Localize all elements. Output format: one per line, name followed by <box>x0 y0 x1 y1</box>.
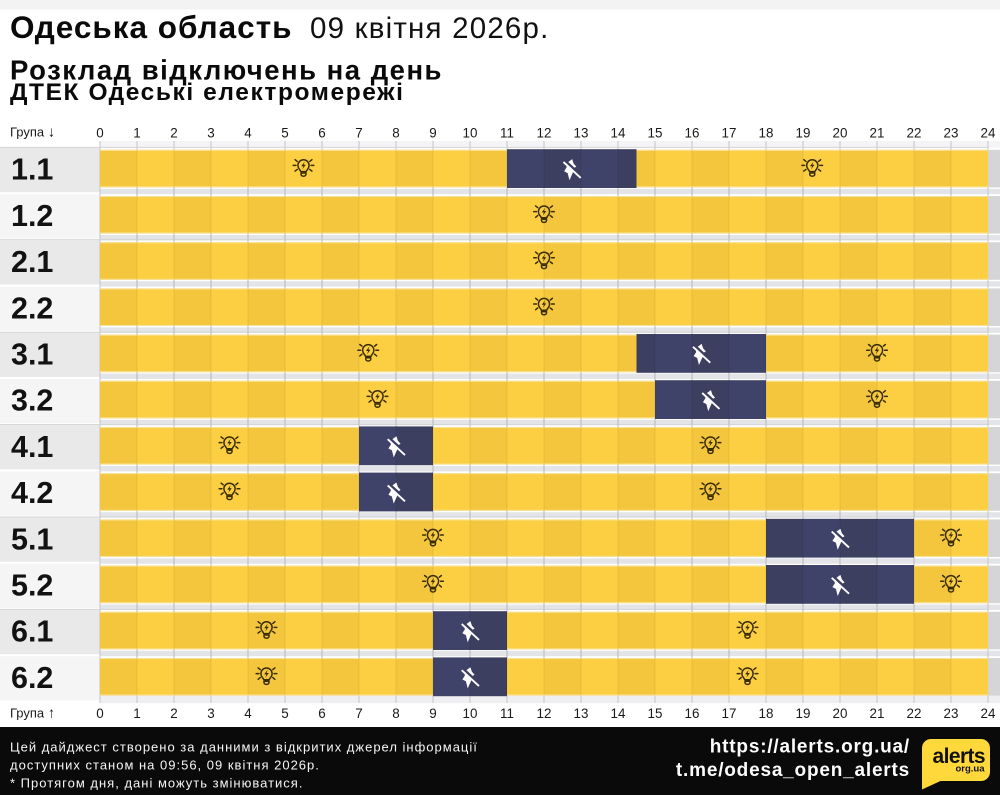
svg-text:4.1: 4.1 <box>11 430 53 464</box>
svg-text:12: 12 <box>537 706 552 721</box>
svg-text:3: 3 <box>207 706 214 721</box>
svg-text:2.2: 2.2 <box>11 291 53 325</box>
svg-text:4: 4 <box>244 706 252 721</box>
svg-text:23: 23 <box>944 706 959 721</box>
svg-text:Розклад відключень на день: Розклад відключень на день <box>10 55 443 86</box>
svg-text:0: 0 <box>96 706 103 721</box>
svg-text:1: 1 <box>133 706 140 721</box>
svg-text:org.ua: org.ua <box>955 764 985 775</box>
svg-text:11: 11 <box>500 126 514 141</box>
svg-text:16: 16 <box>685 706 700 721</box>
svg-text:2: 2 <box>170 706 177 721</box>
svg-text:8: 8 <box>392 126 399 141</box>
svg-text:3.2: 3.2 <box>11 384 53 418</box>
svg-text:17: 17 <box>722 126 737 141</box>
svg-text:13: 13 <box>574 126 589 141</box>
svg-text:6: 6 <box>318 706 325 721</box>
svg-text:13: 13 <box>574 706 589 721</box>
svg-text:Одеська область: Одеська область <box>10 9 293 45</box>
svg-text:8: 8 <box>392 706 399 721</box>
svg-text:09 квітня 2026р.: 09 квітня 2026р. <box>310 12 550 45</box>
svg-text:20: 20 <box>833 126 848 141</box>
svg-text:15: 15 <box>648 706 663 721</box>
svg-text:6: 6 <box>318 126 325 141</box>
svg-text:20: 20 <box>833 706 848 721</box>
svg-text:24: 24 <box>981 126 996 141</box>
svg-text:Група ↓: Група ↓ <box>10 125 55 141</box>
svg-text:18: 18 <box>759 706 774 721</box>
svg-text:5.1: 5.1 <box>11 522 53 556</box>
svg-text:10: 10 <box>463 126 478 141</box>
svg-text:21: 21 <box>870 706 885 721</box>
svg-text:1.2: 1.2 <box>11 199 53 233</box>
svg-text:2: 2 <box>170 126 177 141</box>
svg-text:7: 7 <box>355 126 362 141</box>
svg-text:14: 14 <box>611 706 626 721</box>
svg-text:t.me/odesa_open_alerts: t.me/odesa_open_alerts <box>676 760 910 781</box>
svg-text:ДТЕК Одеські електромережі: ДТЕК Одеські електромережі <box>10 79 405 106</box>
svg-text:5: 5 <box>281 126 288 141</box>
svg-text:2.1: 2.1 <box>11 245 53 279</box>
svg-text:6.1: 6.1 <box>11 615 53 649</box>
svg-text:1.1: 1.1 <box>11 153 53 187</box>
svg-text:15: 15 <box>648 126 663 141</box>
svg-text:22: 22 <box>907 126 922 141</box>
svg-text:10: 10 <box>463 706 478 721</box>
svg-text:14: 14 <box>611 126 626 141</box>
svg-text:3: 3 <box>207 126 214 141</box>
svg-text:9: 9 <box>429 126 436 141</box>
svg-text:Цей дайджест створено за данни: Цей дайджест створено за данними з відкр… <box>10 740 478 755</box>
svg-text:4.2: 4.2 <box>11 476 53 510</box>
svg-text:4: 4 <box>244 126 252 141</box>
svg-text:21: 21 <box>870 126 885 141</box>
svg-text:доступних станом на 09:56, 09: доступних станом на 09:56, 09 квітня 202… <box>10 758 320 773</box>
svg-text:17: 17 <box>722 706 737 721</box>
svg-text:6.2: 6.2 <box>11 661 53 695</box>
svg-text:22: 22 <box>907 706 922 721</box>
svg-text:16: 16 <box>685 126 700 141</box>
svg-text:5: 5 <box>281 706 288 721</box>
svg-text:https://alerts.org.ua/: https://alerts.org.ua/ <box>710 737 910 758</box>
svg-text:19: 19 <box>796 126 811 141</box>
svg-text:0: 0 <box>96 126 103 141</box>
svg-text:alerts: alerts <box>933 745 985 768</box>
svg-text:1: 1 <box>133 126 140 141</box>
svg-text:3.1: 3.1 <box>11 338 53 372</box>
svg-text:7: 7 <box>355 706 362 721</box>
svg-text:23: 23 <box>944 126 959 141</box>
svg-text:24: 24 <box>981 706 996 721</box>
svg-text:9: 9 <box>429 706 436 721</box>
svg-text:18: 18 <box>759 126 774 141</box>
svg-text:19: 19 <box>796 706 811 721</box>
svg-text:Група ↑: Група ↑ <box>10 706 55 722</box>
svg-text:* Протягом дня, дані можуть зм: * Протягом дня, дані можуть змінюватися. <box>10 776 303 791</box>
svg-text:5.2: 5.2 <box>11 569 53 603</box>
svg-text:12: 12 <box>537 126 552 141</box>
svg-text:11: 11 <box>500 706 514 721</box>
